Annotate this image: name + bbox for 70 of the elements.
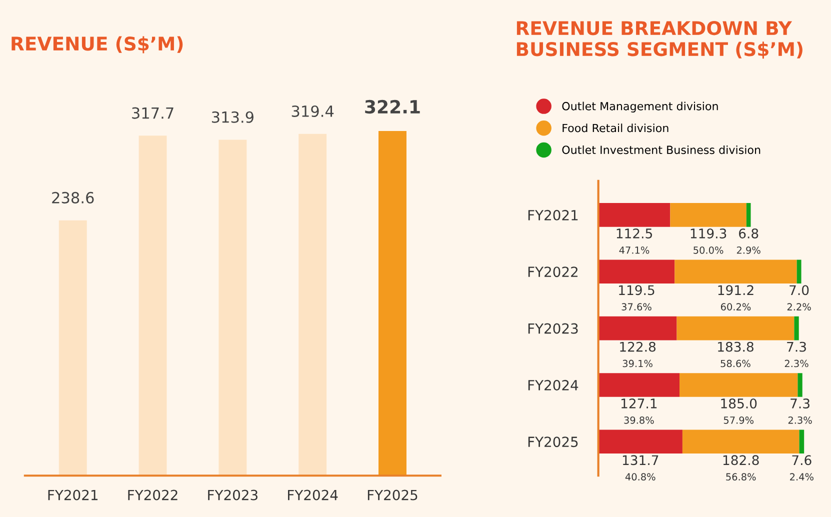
bar [680, 373, 798, 397]
bar [799, 430, 804, 454]
y-tick-label: FY2025 [528, 436, 578, 448]
y-tick-label: FY2023 [528, 323, 578, 334]
annotation: 37.6% [622, 303, 652, 310]
annotation: 2.9% [736, 246, 760, 254]
bar [58, 220, 87, 476]
y-tick-label: FY2024 [528, 380, 578, 390]
data-label: 7.0 [790, 285, 809, 296]
x-tick-label: FY2021 [48, 490, 98, 500]
annotation: 2.4% [790, 473, 814, 481]
bar [674, 260, 797, 284]
annotation: 2.2% [787, 303, 811, 310]
annotation: 39.8% [624, 416, 654, 424]
data-label: 191.2 [718, 285, 754, 296]
y-tick-label: FY2021 [528, 210, 578, 220]
data-label: 182.8 [723, 455, 759, 466]
annotation: 47.1% [619, 246, 650, 254]
annotation: 2.3% [788, 416, 812, 424]
bar [598, 316, 677, 340]
data-label: 183.8 [718, 342, 754, 352]
bar [598, 373, 680, 397]
data-label: 112.5 [616, 228, 652, 238]
chart-title: REVENUE (S$’M) [12, 36, 183, 54]
data-label: 317.7 [132, 107, 174, 119]
y-tick-label: FY2022 [528, 266, 578, 278]
data-label: 313.9 [212, 111, 254, 123]
annotation: 60.2% [720, 303, 751, 310]
data-label: 7.3 [787, 342, 806, 352]
bar [682, 430, 800, 454]
bar [746, 203, 751, 227]
data-label: 119.5 [619, 285, 654, 296]
annotation: 39.1% [622, 360, 652, 368]
data-label: 185.0 [721, 398, 757, 408]
bar [794, 316, 799, 340]
annotation: 58.6% [720, 360, 750, 368]
annotation: 56.8% [726, 473, 756, 481]
data-label: 6.8 [739, 228, 758, 238]
bar [598, 260, 675, 284]
bar [138, 136, 167, 476]
legend-label: Food Retail division [562, 124, 668, 132]
bar [218, 140, 247, 476]
x-tick-label: FY2024 [288, 490, 338, 500]
bar [796, 260, 802, 284]
data-label: 238.6 [52, 192, 94, 204]
bar [598, 203, 670, 227]
bar [298, 134, 327, 476]
x-tick-label: FY2022 [128, 490, 178, 500]
data-label: 7.6 [792, 455, 812, 466]
bar [378, 130, 406, 476]
data-label: 127.1 [621, 398, 657, 408]
bar [670, 203, 746, 227]
legend-label: Outlet Management division [562, 102, 718, 112]
data-label: 322.1 [365, 100, 420, 114]
data-label: 131.7 [622, 455, 658, 466]
annotation: 2.3% [784, 360, 808, 368]
x-tick-label: FY2023 [208, 490, 258, 500]
data-label: 319.4 [292, 105, 334, 118]
bar [798, 373, 802, 397]
legend-label: Outlet Investment Business division [562, 145, 760, 154]
x-tick-label: FY2025 [368, 490, 418, 500]
annotation: 50.0% [694, 246, 724, 254]
bar [598, 430, 682, 454]
data-label: 122.8 [620, 342, 656, 352]
chart-title: REVENUE BREAKDOWN BY BUSINESS SEGMENT (S$’M) [516, 21, 802, 59]
data-label: 119.3 [690, 228, 726, 238]
annotation: 57.9% [724, 416, 754, 424]
data-label: 7.3 [790, 398, 810, 408]
annotation: 40.8% [625, 473, 656, 481]
bar [676, 316, 794, 340]
